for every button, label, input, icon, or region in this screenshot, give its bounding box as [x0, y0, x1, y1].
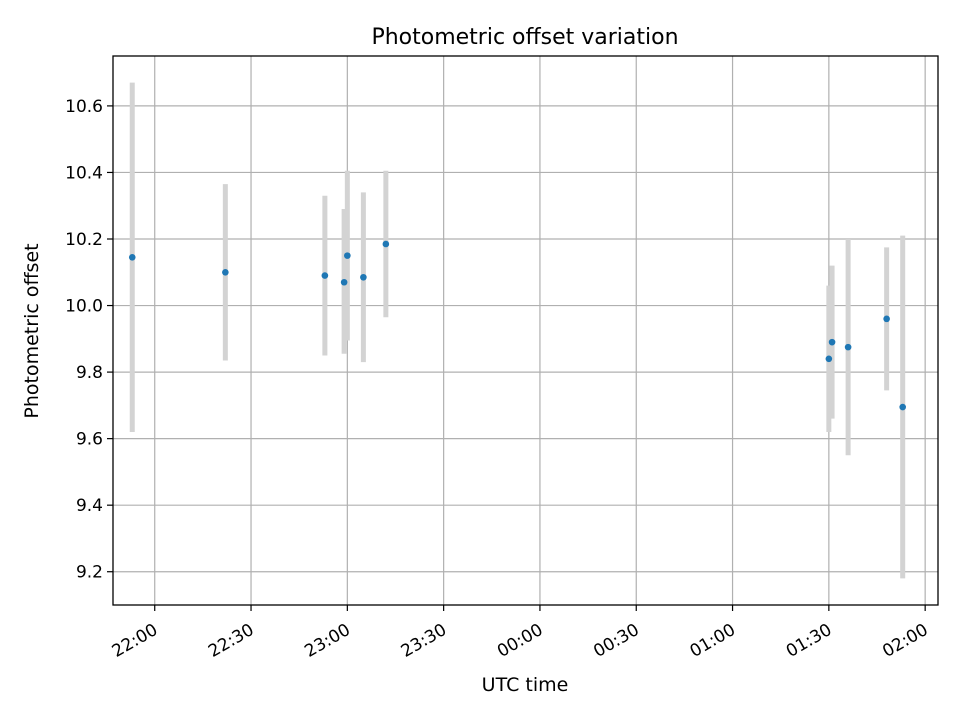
- data-points: [128, 240, 906, 411]
- plot-frame: [112, 55, 939, 606]
- data-point: [825, 355, 833, 363]
- data-point: [883, 315, 890, 323]
- data-point: [128, 253, 136, 261]
- grid-lines: [113, 56, 938, 605]
- y-tick-label: 9.4: [76, 496, 103, 516]
- data-point: [222, 268, 229, 276]
- y-tick-label: 10.6: [65, 97, 103, 117]
- y-axis: 9.2 9.4 9.6 9.8 10.0 10.2 10.4 10.6: [65, 97, 113, 583]
- data-point: [382, 240, 390, 248]
- data-point: [828, 338, 836, 346]
- data-point: [340, 278, 348, 286]
- y-tick-label: 9.8: [76, 363, 103, 383]
- y-axis-label: Photometric offset: [21, 243, 43, 418]
- x-axis-label: UTC time: [482, 674, 569, 696]
- data-point: [321, 272, 329, 279]
- chart-title: Photometric offset variation: [371, 25, 678, 50]
- data-point: [899, 403, 906, 411]
- data-point: [360, 273, 367, 281]
- y-tick-label: 10.2: [65, 230, 103, 250]
- y-tick-label: 10.0: [65, 297, 103, 317]
- y-tick-label: 9.2: [76, 563, 103, 583]
- data-point: [844, 343, 852, 351]
- data-point: [344, 252, 351, 259]
- y-tick-label: 9.6: [76, 430, 103, 450]
- y-tick-label: 10.4: [65, 163, 103, 183]
